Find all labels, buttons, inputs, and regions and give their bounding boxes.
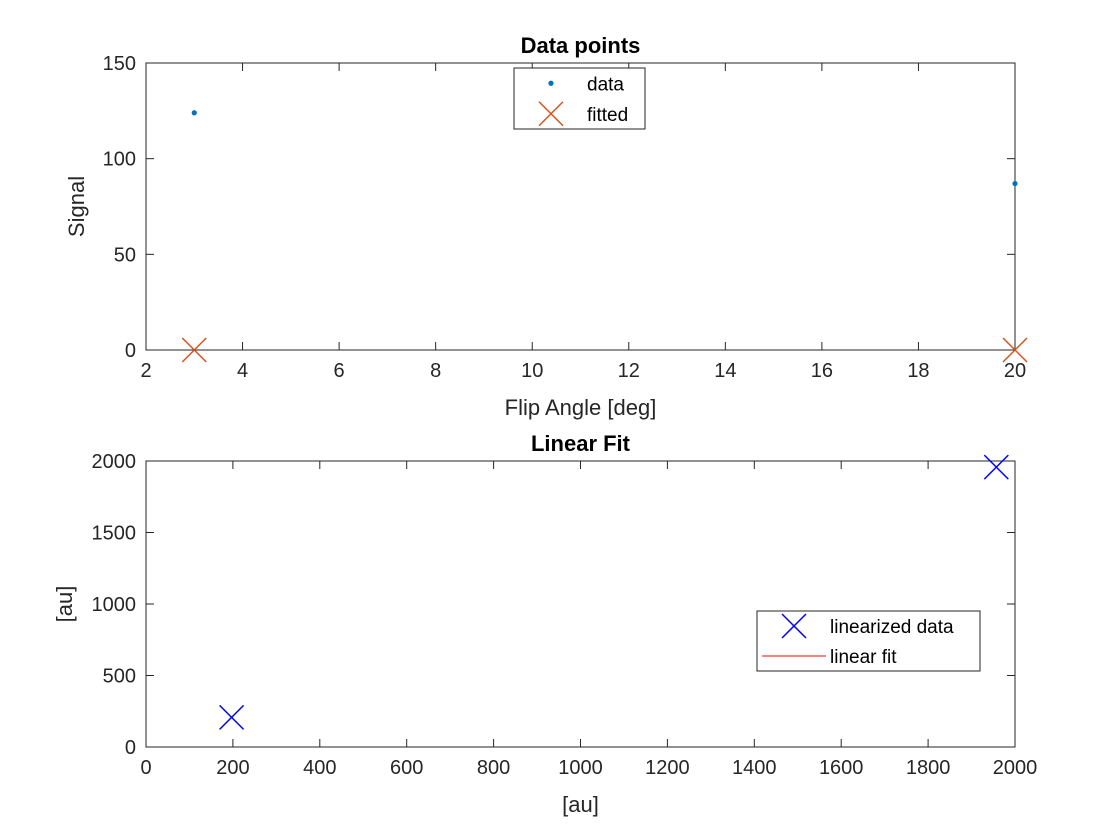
x-tick-label: 14 [714, 360, 736, 382]
legend: data fitted [513, 67, 646, 130]
series-data [191, 110, 1018, 187]
legend-label: linearized data [830, 617, 954, 638]
x-tick-label: 8 [430, 360, 441, 382]
y-tick-label: 1500 [92, 523, 137, 545]
x-tick-label: 6 [334, 360, 345, 382]
y-tick-label: 1000 [92, 594, 137, 616]
legend-box [513, 67, 646, 130]
legend-marker-stroke-b [538, 101, 564, 127]
data-point-stroke-b [181, 337, 207, 363]
x-tick-label: 2000 [993, 757, 1038, 779]
legend-label: fitted [587, 105, 628, 126]
y-tick-label: 150 [103, 53, 136, 75]
x-tick-label: 18 [907, 360, 929, 382]
axes-1: 2 4 6 8 10 12 14 16 18 20 0 50 100 150 Data points Flip… [64, 33, 1028, 420]
series-linearized-data [219, 454, 1009, 730]
x-axis-label: [au] [562, 792, 599, 817]
data-point-stroke-b [1002, 337, 1028, 363]
chart-title: Linear Fit [531, 431, 631, 456]
x-tick-label: 200 [216, 757, 249, 779]
series-fitted [181, 337, 1028, 363]
x-tick-label: 0 [140, 757, 151, 779]
x-tick-label: 600 [390, 757, 423, 779]
x-tick-label: 16 [811, 360, 833, 382]
data-point-dot [1012, 180, 1018, 187]
x-tick-label: 400 [303, 757, 336, 779]
data-point-dot [191, 110, 197, 116]
chart-title: Data points [521, 33, 641, 58]
y-tick-label: 2000 [92, 451, 137, 473]
x-tick-label: 4 [237, 360, 248, 382]
data-point-stroke-b [219, 704, 245, 730]
x-axis-label: Flip Angle [deg] [505, 395, 657, 420]
x-tick-label: 10 [521, 360, 543, 382]
legend-marker-stroke-b [781, 613, 807, 639]
x-tick-label: 1200 [645, 757, 690, 779]
x-tick-label: 12 [618, 360, 640, 382]
y-tick-label: 0 [125, 340, 136, 362]
x-tick-label: 1000 [558, 757, 603, 779]
y-tick-label: 500 [103, 666, 136, 688]
y-tick-label: 0 [125, 737, 136, 759]
legend-marker-dot [548, 80, 554, 86]
x-tick-label: 20 [1004, 360, 1026, 382]
legend-label: data [587, 74, 624, 95]
x-tick-label: 1800 [906, 757, 951, 779]
y-tick-label: 100 [103, 149, 136, 171]
y-axis-label: [au] [52, 586, 77, 623]
legend: linearized data linear fit [756, 610, 981, 672]
plot-area [145, 460, 1016, 748]
y-axis-label: Signal [64, 176, 89, 237]
y-tick-label: 50 [114, 244, 136, 266]
legend-label: linear fit [830, 647, 897, 668]
x-tick-label: 1600 [819, 757, 864, 779]
x-tick-label: 1400 [732, 757, 777, 779]
legend-box [756, 610, 981, 672]
data-point-stroke-b [983, 454, 1009, 480]
x-tick-label: 2 [140, 360, 151, 382]
axes-2: 0 200 400 600 800 1000 1200 1400 1600 1800 2000 0 50… [52, 431, 1037, 817]
x-tick-label: 800 [477, 757, 510, 779]
